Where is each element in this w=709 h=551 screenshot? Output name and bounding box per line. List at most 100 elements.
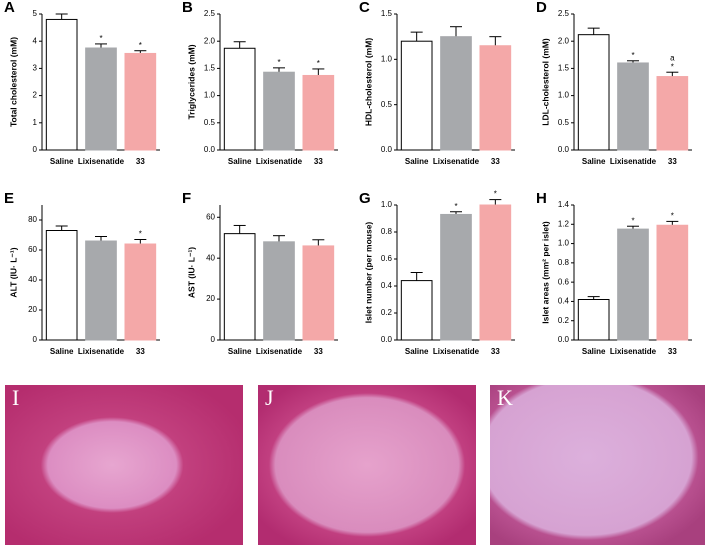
x-tick-label: Saline — [405, 347, 429, 356]
bar — [479, 45, 512, 151]
y-tick-label: 0 — [33, 145, 38, 154]
annotation: * — [317, 59, 320, 68]
y-tick-label: 0.4 — [381, 281, 393, 290]
y-tick-label: 2.0 — [204, 36, 216, 45]
x-tick-label: Saline — [582, 347, 606, 356]
y-tick-label: 0.5 — [381, 100, 393, 109]
x-tick-label: Lixisenatide — [433, 347, 480, 356]
y-axis-label: LDL-cholesterol (mM) — [540, 38, 550, 126]
panel-label: A — [4, 0, 15, 16]
x-tick-label: 33 — [491, 347, 500, 356]
y-tick-label: 0.5 — [558, 118, 570, 127]
bar — [479, 204, 512, 341]
bar — [124, 52, 157, 151]
y-axis-label: Triglycerides (mM) — [186, 44, 196, 119]
y-tick-label: 5 — [33, 9, 38, 18]
bar — [263, 71, 295, 151]
x-tick-label: 33 — [136, 157, 145, 166]
y-tick-label: 0.0 — [381, 145, 393, 154]
y-axis-label: Total cholesterol (mM) — [8, 37, 18, 127]
y-tick-label: 2.5 — [558, 9, 570, 18]
y-tick-label: 1 — [33, 118, 38, 127]
image-panel — [490, 385, 705, 545]
bar — [223, 47, 256, 151]
y-tick-label: 0.6 — [558, 277, 570, 286]
x-tick-label: 33 — [668, 157, 677, 166]
y-tick-label: 0.0 — [558, 335, 570, 344]
y-tick-label: 1.0 — [558, 239, 570, 248]
y-axis-label: Islet number (per mouse) — [363, 222, 373, 324]
bar — [302, 245, 335, 341]
panel-label: C — [359, 0, 370, 16]
bar — [45, 18, 78, 151]
bar — [223, 233, 256, 341]
y-tick-label: 0.6 — [381, 254, 393, 263]
annotation: * — [671, 212, 674, 221]
x-tick-label: Lixisenatide — [610, 157, 657, 166]
x-tick-label: Saline — [228, 347, 252, 356]
y-tick-label: 80 — [28, 215, 37, 224]
y-tick-label: 40 — [28, 275, 37, 284]
annotation: * — [454, 202, 457, 211]
y-tick-label: 1.4 — [558, 200, 570, 209]
annotation: * — [139, 230, 142, 239]
annotation: * — [99, 34, 102, 43]
y-axis-label: Islet areas (mm² per islet) — [540, 221, 550, 324]
x-tick-label: 33 — [668, 347, 677, 356]
histology: I J K — [5, 385, 705, 545]
y-tick-label: 0.5 — [204, 118, 216, 127]
x-tick-label: Lixisenatide — [78, 347, 125, 356]
x-tick-label: 33 — [136, 347, 145, 356]
y-tick-label: 0.0 — [204, 145, 216, 154]
y-tick-label: 1.5 — [558, 64, 570, 73]
y-tick-label: 2.0 — [558, 36, 570, 45]
y-axis-label: ALT (IU· L⁻¹) — [8, 247, 18, 297]
bar — [45, 230, 78, 341]
y-tick-label: 0.2 — [558, 316, 570, 325]
y-tick-label: 4 — [33, 36, 38, 45]
image-label: I — [12, 385, 19, 410]
x-tick-label: Lixisenatide — [433, 157, 480, 166]
bar — [263, 241, 295, 341]
panel-label: G — [359, 190, 371, 207]
x-tick-label: Saline — [405, 157, 429, 166]
y-tick-label: 0.4 — [558, 297, 570, 306]
y-tick-label: 20 — [28, 305, 37, 314]
x-tick-label: Lixisenatide — [256, 157, 303, 166]
bar — [302, 74, 335, 151]
panel-label: E — [4, 190, 14, 207]
y-tick-label: 0 — [33, 335, 38, 344]
panel-label: F — [182, 190, 191, 207]
annotation: * — [494, 190, 497, 199]
y-tick-label: 2 — [33, 91, 38, 100]
y-tick-label: 1.0 — [381, 200, 393, 209]
bar — [577, 299, 610, 341]
panel-label: H — [536, 190, 547, 207]
bar — [440, 213, 472, 341]
y-tick-label: 0.2 — [381, 308, 393, 317]
y-tick-label: 0.8 — [381, 227, 393, 236]
y-tick-label: 1.0 — [558, 91, 570, 100]
x-tick-label: Saline — [50, 347, 74, 356]
y-tick-label: 0.0 — [558, 145, 570, 154]
y-tick-label: 60 — [28, 245, 37, 254]
y-tick-label: 1.2 — [558, 219, 570, 228]
bar — [85, 47, 117, 151]
y-tick-label: 0 — [211, 335, 216, 344]
y-tick-label: 20 — [206, 294, 215, 303]
y-tick-label: 2.5 — [204, 9, 216, 18]
image-panel — [258, 385, 476, 545]
bar — [656, 76, 689, 151]
bar — [400, 280, 433, 341]
y-tick-label: 1.5 — [204, 64, 216, 73]
annotation: * — [277, 58, 280, 67]
annotation: * — [631, 51, 634, 60]
bar — [440, 36, 472, 151]
image-label: K — [497, 385, 513, 410]
y-tick-label: 0.0 — [381, 335, 393, 344]
bar — [656, 224, 689, 341]
annotation: * — [631, 216, 634, 225]
x-tick-label: Lixisenatide — [610, 347, 657, 356]
panel-label: D — [536, 0, 547, 16]
